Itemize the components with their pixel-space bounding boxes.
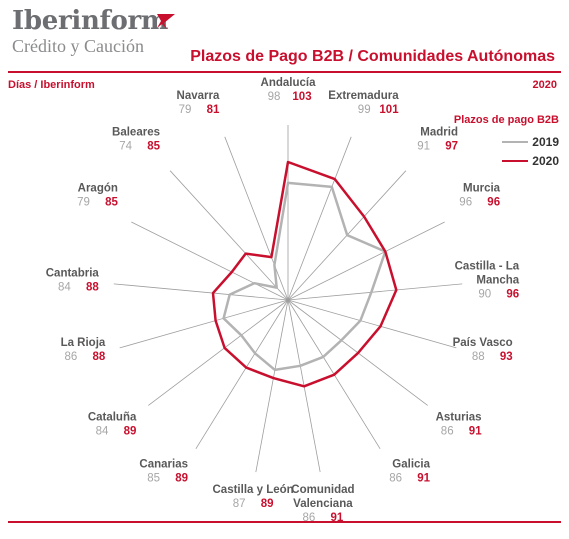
- label-navarra: Navarra: [177, 90, 220, 102]
- radar-axis-line: [119, 299, 289, 349]
- value-2019-cantabria: 84: [58, 282, 71, 294]
- value-2019-galicia: 86: [389, 473, 402, 485]
- label-comunidad-valenciana-line-1: Comunidad: [291, 484, 354, 496]
- legend-item-2019: 2019: [439, 132, 559, 151]
- legend-label-2020: 2020: [532, 153, 559, 168]
- title-divider: [8, 71, 561, 73]
- value-2019-murcia: 96: [459, 196, 472, 208]
- label-galicia: Galicia: [392, 459, 430, 471]
- label-castilla-la-mancha-line-1: Castilla - La: [455, 261, 520, 273]
- radar-axis-line: [148, 299, 289, 406]
- value-2019-canarias: 85: [147, 473, 160, 485]
- legend-swatch-2020: [502, 159, 529, 162]
- radar-axis-line: [169, 170, 289, 301]
- value-2020-pais-vasco: 93: [500, 351, 513, 363]
- value-2019-madrid: 91: [417, 141, 430, 153]
- label-murcia: Murcia: [463, 182, 501, 194]
- value-2019-asturias: 86: [441, 426, 454, 438]
- value-2020-cataluna: 89: [124, 426, 137, 438]
- label-pais-vasco: País Vasco: [453, 337, 513, 349]
- label-andalucia: Andalucía: [261, 77, 317, 89]
- logo-name: Iberinform: [12, 6, 169, 36]
- label-comunidad-valenciana-line-2: Valenciana: [293, 498, 353, 510]
- value-2019-comunidad-valenciana: 86: [303, 512, 316, 524]
- label-castilla-y-leon: Castilla y León: [213, 484, 294, 496]
- year-caption: 2020: [532, 79, 557, 91]
- value-2020-la-rioja: 88: [93, 351, 106, 363]
- legend-label-2019: 2019: [532, 134, 559, 149]
- chart-legend: Plazos de pago B2B 2019 2020: [439, 114, 559, 170]
- series-2019-polygon: [222, 181, 387, 372]
- value-2019-navarra: 79: [179, 104, 192, 116]
- series-2020-polygon: [211, 160, 398, 388]
- footer-divider: [8, 521, 561, 523]
- radar-axis-line: [224, 136, 289, 301]
- page-title: Plazos de Pago B2B / Comunidades Autónom…: [190, 48, 555, 65]
- value-2019-la-rioja: 86: [65, 351, 78, 363]
- legend-title: Plazos de pago B2B: [453, 114, 559, 126]
- value-2019-baleares: 74: [119, 141, 132, 153]
- value-2020-castilla-la-mancha: 96: [506, 289, 519, 301]
- radar-labels: Andalucía 98 103 Extremadura 101 99 Madrid 97 91…: [46, 77, 520, 524]
- label-cantabria: Cantabria: [46, 268, 100, 280]
- legend-swatch-2019: [502, 140, 529, 143]
- value-2020-comunidad-valenciana: 91: [331, 512, 344, 524]
- value-2020-asturias: 91: [469, 426, 482, 438]
- value-2020-castilla-y-leon: 89: [261, 498, 274, 510]
- value-2019-aragon: 79: [77, 196, 90, 208]
- value-2019-castilla-la-mancha: 90: [478, 289, 491, 301]
- label-cataluna: Cataluña: [88, 412, 137, 424]
- label-madrid: Madrid: [420, 127, 458, 139]
- company-logo: Iberinform Crédito y Caución: [12, 6, 175, 56]
- value-2019-castilla-y-leon: 87: [233, 498, 246, 510]
- value-2019-pais-vasco: 88: [472, 351, 485, 363]
- radar-axis-line: [255, 299, 289, 473]
- radar-axis-line: [195, 299, 289, 449]
- value-2020-andalucia: 103: [292, 91, 311, 103]
- unit-caption: Días / Iberinform: [8, 79, 95, 91]
- value-2020-navarra: 81: [207, 104, 220, 116]
- radar-axis-line: [131, 221, 289, 301]
- label-la-rioja: La Rioja: [61, 337, 106, 349]
- label-castilla-la-mancha-line-2: Mancha: [476, 275, 519, 287]
- radar-axis-line: [287, 283, 463, 301]
- label-asturias: Asturias: [436, 412, 482, 424]
- label-aragon: Aragón: [78, 182, 118, 194]
- value-2019-extremadura: 99: [358, 104, 371, 116]
- value-2019-cataluna: 84: [96, 426, 109, 438]
- radar-axis-line: [113, 283, 289, 301]
- value-2019-andalucia: 98: [268, 91, 281, 103]
- radar-axis-line: [287, 221, 445, 301]
- label-canarias: Canarias: [139, 459, 188, 471]
- value-2020-baleares: 85: [147, 141, 160, 153]
- value-2020-murcia: 96: [487, 196, 500, 208]
- label-extremadura: Extremadura: [328, 90, 399, 102]
- value-2020-madrid: 97: [445, 141, 458, 153]
- value-2020-canarias: 89: [175, 473, 188, 485]
- value-2020-galicia: 91: [417, 473, 430, 485]
- value-2020-aragon: 85: [105, 196, 118, 208]
- arrow-logo-icon: [157, 14, 175, 29]
- logo-subtitle: Crédito y Caución: [12, 36, 144, 56]
- value-2020-cantabria: 88: [86, 282, 99, 294]
- radar-axis-line: [287, 299, 457, 349]
- label-baleares: Baleares: [112, 127, 160, 139]
- radar-axes: [113, 125, 463, 473]
- legend-item-2020: 2020: [439, 151, 559, 170]
- value-2020-extremadura: 101: [379, 104, 399, 116]
- radar-axis-line: [287, 136, 352, 301]
